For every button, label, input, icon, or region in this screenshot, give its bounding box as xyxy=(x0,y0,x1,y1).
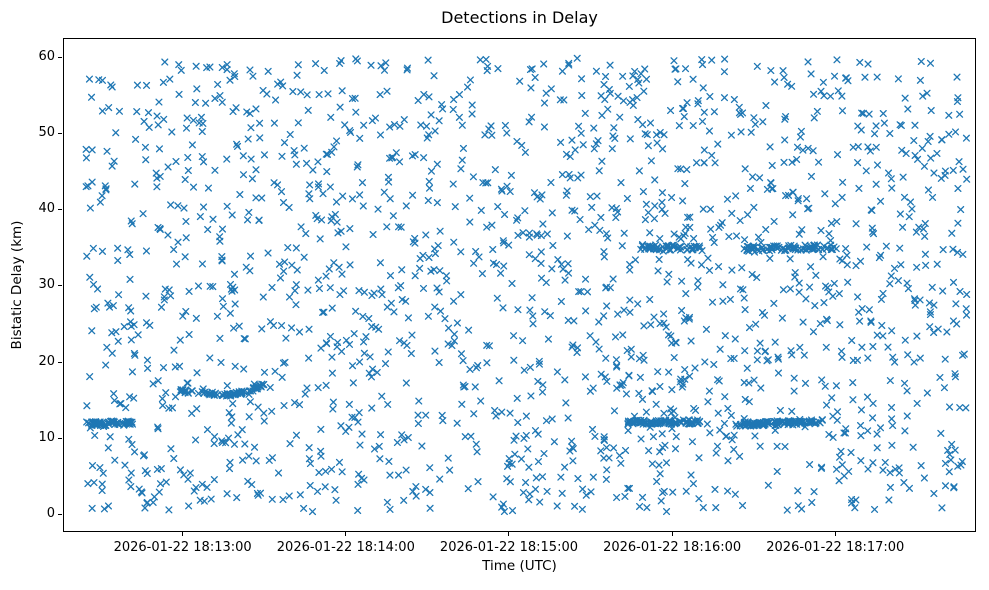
x-axis-label: Time (UTC) xyxy=(482,558,557,574)
y-tick-mark xyxy=(58,437,62,439)
y-axis-label: Bistatic Delay (km) xyxy=(9,220,25,350)
scatter-canvas xyxy=(64,39,975,531)
y-tick-label: 50 xyxy=(38,124,55,140)
y-tick-mark xyxy=(58,209,62,211)
x-tick-label: 2026-01-22 18:13:00 xyxy=(113,540,252,555)
x-tick-mark xyxy=(182,532,184,536)
x-tick-label: 2026-01-22 18:15:00 xyxy=(439,540,579,555)
x-tick-mark xyxy=(508,532,510,536)
y-tick-label: 30 xyxy=(38,277,55,293)
y-tick-label: 10 xyxy=(38,429,55,445)
x-tick-mark xyxy=(345,532,347,536)
y-tick-mark xyxy=(58,132,62,134)
x-tick-label: 2026-01-22 18:17:00 xyxy=(766,540,905,555)
y-tick-label: 60 xyxy=(38,48,55,64)
y-tick-label: 0 xyxy=(46,506,55,522)
y-tick-mark xyxy=(58,56,62,58)
x-tick-mark xyxy=(671,532,673,536)
y-tick-mark xyxy=(58,285,62,287)
x-tick-label: 2026-01-22 18:14:00 xyxy=(276,540,415,555)
x-tick-mark xyxy=(834,532,836,536)
plot-area xyxy=(63,38,976,532)
y-tick-mark xyxy=(58,514,62,516)
y-tick-label: 40 xyxy=(38,201,55,217)
y-tick-label: 20 xyxy=(38,353,55,369)
chart-title: Detections in Delay xyxy=(441,8,598,27)
x-tick-label: 2026-01-22 18:16:00 xyxy=(603,540,742,555)
y-tick-mark xyxy=(58,361,62,363)
